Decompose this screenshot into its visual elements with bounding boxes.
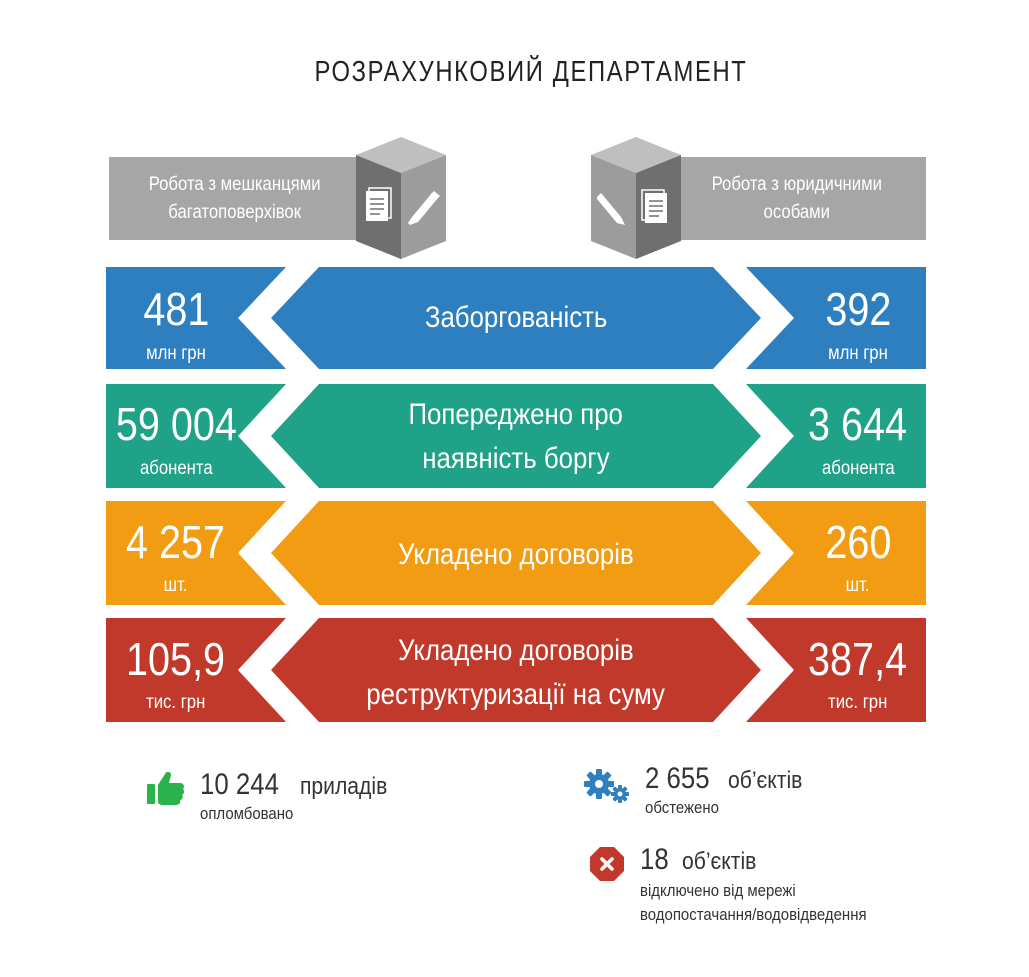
row-center-banner xyxy=(271,267,761,369)
inspected-value: 2 655 xyxy=(645,762,710,795)
gears-icon xyxy=(584,769,629,803)
row-center-banner xyxy=(271,501,761,605)
row-center-banner xyxy=(271,618,761,722)
header-legal-entities: Робота з юридичними особами xyxy=(667,157,926,240)
stat-sealed: 10 244 приладів опломбовано xyxy=(200,768,399,824)
page-title: РОЗРАХУНКОВИЙ ДЕПАРТАМЕНТ xyxy=(314,56,748,88)
debt-label: Заборгованість xyxy=(424,301,608,334)
disconnected-sub-line2: водопостачання/водовідведення xyxy=(640,905,867,924)
contracts-legal-value: 260 xyxy=(824,516,892,568)
sealed-word: приладів xyxy=(300,773,388,800)
restructuring-legal-unit: тис. грн xyxy=(828,692,888,713)
thumbs-up-icon xyxy=(147,771,185,805)
sealed-sub: опломбовано xyxy=(200,804,294,823)
row-left-block xyxy=(106,501,286,605)
warned-legal-unit: абонента xyxy=(821,458,895,479)
restructuring-residents-unit: тис. грн xyxy=(146,692,206,713)
debt-legal-unit: млн грн xyxy=(828,343,888,364)
row-right-block xyxy=(746,501,926,605)
row-restructuring: 105,9 тис. грн Укладено договорів реструк… xyxy=(106,618,926,722)
warned-legal-value: 3 644 xyxy=(808,398,908,450)
pencil-cube-icon xyxy=(591,137,681,259)
header-legal-line2: особами xyxy=(763,201,830,223)
row-center-banner xyxy=(271,384,761,488)
disconnected-word: об’єктів xyxy=(681,848,757,875)
row-left-block xyxy=(106,267,286,369)
stop-x-icon xyxy=(590,847,624,881)
warned-residents-unit: абонента xyxy=(139,458,213,479)
restructuring-residents-value: 105,9 xyxy=(126,633,226,685)
warned-label: Попереджено про наявність боргу xyxy=(408,398,624,475)
disconnected-value: 18 xyxy=(640,843,669,876)
row-right-block xyxy=(746,267,926,369)
contracts-residents-value: 4 257 xyxy=(126,516,226,568)
row-right-block xyxy=(746,384,926,488)
restructuring-legal-value: 387,4 xyxy=(808,633,908,685)
debt-residents-value: 481 xyxy=(142,283,210,335)
header-legal-line1: Робота з юридичними xyxy=(711,173,882,195)
warned-residents-value: 59 004 xyxy=(115,398,237,450)
row-warned: 59 004 абонента Попереджено про наявність… xyxy=(106,384,926,488)
row-contracts-background xyxy=(106,501,926,605)
row-warned-background xyxy=(106,384,926,488)
row-contracts: 4 257 шт. Укладено договорів 260 шт. xyxy=(106,501,926,605)
header-residents-line2: багатоповерхівок xyxy=(168,201,302,223)
header-residents-line1: Робота з мешканцями xyxy=(149,173,321,195)
stat-inspected: 2 655 об’єктів обстежено xyxy=(645,762,813,818)
inspected-word: об’єктів xyxy=(728,767,803,794)
contracts-residents-unit: шт. xyxy=(164,575,188,596)
row-debt: 481 млн грн Заборгованість 392 млн грн xyxy=(106,267,926,369)
debt-legal-value: 392 xyxy=(824,283,892,335)
row-left-block xyxy=(106,384,286,488)
stat-disconnected: 18 об’єктів відключено від мережі водопос… xyxy=(640,843,897,927)
document-cube-icon xyxy=(356,137,446,259)
header-residents: Робота з мешканцями багатоповерхівок xyxy=(109,157,361,240)
contracts-legal-unit: шт. xyxy=(846,575,870,596)
row-debt-background xyxy=(106,267,926,369)
restructuring-label: Укладено договорів реструктуризації на су… xyxy=(366,634,666,711)
sealed-value: 10 244 xyxy=(200,768,279,801)
inspected-sub: обстежено xyxy=(645,798,719,817)
debt-residents-unit: млн грн xyxy=(146,343,206,364)
disconnected-sub-line1: відключено від мережі xyxy=(640,881,796,900)
row-restructuring-background xyxy=(106,618,926,722)
contracts-label: Укладено договорів xyxy=(398,538,634,571)
row-left-block xyxy=(106,618,286,722)
row-right-block xyxy=(746,618,926,722)
